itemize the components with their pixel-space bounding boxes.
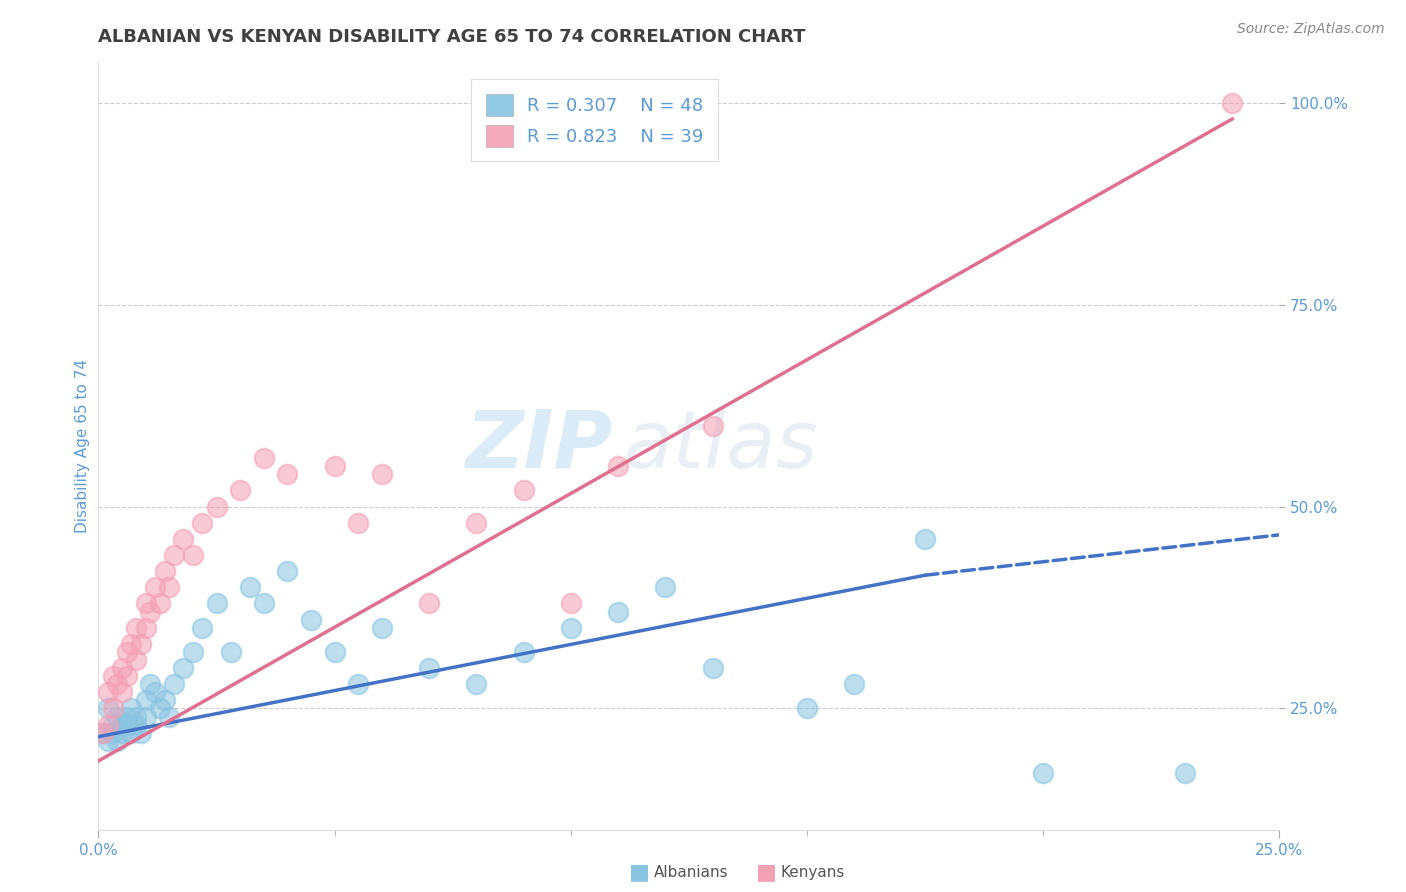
Point [205, 500, 228, 514]
Point [276, 467, 298, 482]
Point [91, 725, 114, 739]
Point [139, 677, 162, 691]
Point [654, 580, 676, 594]
Text: ■: ■ [756, 863, 776, 882]
Point [121, 701, 143, 715]
Point [153, 564, 176, 578]
Text: ZIP: ZIP [465, 407, 612, 485]
Y-axis label: Disability Age 65 to 74: Disability Age 65 to 74 [75, 359, 90, 533]
Point [157, 709, 180, 723]
Point [105, 677, 128, 691]
Point [111, 725, 134, 739]
Point [135, 709, 157, 723]
Point [219, 645, 242, 659]
Point [253, 451, 276, 466]
Point [97, 701, 120, 715]
Point [111, 661, 134, 675]
Point [121, 637, 143, 651]
Point [607, 605, 630, 619]
Point [105, 709, 128, 723]
Point [465, 677, 488, 691]
Point [181, 548, 204, 562]
Point [97, 717, 120, 731]
Point [323, 459, 346, 474]
Point [371, 621, 394, 635]
Point [418, 597, 440, 611]
Point [163, 548, 186, 562]
Point [149, 701, 172, 715]
Point [1220, 95, 1243, 110]
Point [135, 693, 157, 707]
Point [125, 709, 148, 723]
Point [111, 717, 134, 731]
Point [205, 597, 228, 611]
Point [560, 621, 582, 635]
Point [129, 725, 152, 739]
Point [143, 580, 166, 594]
Point [796, 701, 818, 715]
Text: atlas: atlas [624, 407, 818, 485]
Point [512, 483, 534, 498]
Point [125, 653, 148, 667]
Point [97, 733, 120, 747]
Point [101, 669, 124, 683]
Point [115, 717, 138, 731]
Point [347, 516, 370, 530]
Point [239, 580, 262, 594]
Point [914, 532, 936, 546]
Point [1174, 766, 1197, 780]
Point [1032, 766, 1054, 780]
Point [253, 597, 276, 611]
Point [191, 516, 214, 530]
Point [181, 645, 204, 659]
Point [371, 467, 394, 482]
Point [101, 717, 124, 731]
Text: Source: ZipAtlas.com: Source: ZipAtlas.com [1237, 22, 1385, 37]
Point [101, 725, 124, 739]
Point [299, 613, 322, 627]
Point [115, 645, 138, 659]
Point [172, 661, 194, 675]
Point [129, 637, 152, 651]
Point [512, 645, 534, 659]
Point [135, 597, 157, 611]
Point [844, 677, 866, 691]
Point [105, 733, 128, 747]
Point [135, 621, 157, 635]
Point [702, 418, 724, 433]
Text: ■: ■ [630, 863, 650, 882]
Point [191, 621, 214, 635]
Point [347, 677, 370, 691]
Point [97, 685, 120, 699]
Point [323, 645, 346, 659]
Text: ALBANIAN VS KENYAN DISABILITY AGE 65 TO 74 CORRELATION CHART: ALBANIAN VS KENYAN DISABILITY AGE 65 TO … [98, 28, 806, 45]
Point [163, 677, 186, 691]
Point [157, 580, 180, 594]
Legend: R = 0.307    N = 48, R = 0.823    N = 39: R = 0.307 N = 48, R = 0.823 N = 39 [471, 79, 718, 161]
Point [276, 564, 298, 578]
Point [153, 693, 176, 707]
Point [101, 701, 124, 715]
Point [172, 532, 194, 546]
Point [149, 597, 172, 611]
Point [560, 597, 582, 611]
Point [115, 669, 138, 683]
Point [607, 459, 630, 474]
Point [143, 685, 166, 699]
Point [465, 516, 488, 530]
Point [125, 621, 148, 635]
Point [121, 725, 143, 739]
Point [229, 483, 252, 498]
Text: Albanians: Albanians [654, 865, 728, 880]
Point [702, 661, 724, 675]
Point [139, 605, 162, 619]
Point [115, 709, 138, 723]
Text: Kenyans: Kenyans [780, 865, 845, 880]
Point [125, 717, 148, 731]
Point [111, 685, 134, 699]
Point [418, 661, 440, 675]
Point [91, 725, 114, 739]
